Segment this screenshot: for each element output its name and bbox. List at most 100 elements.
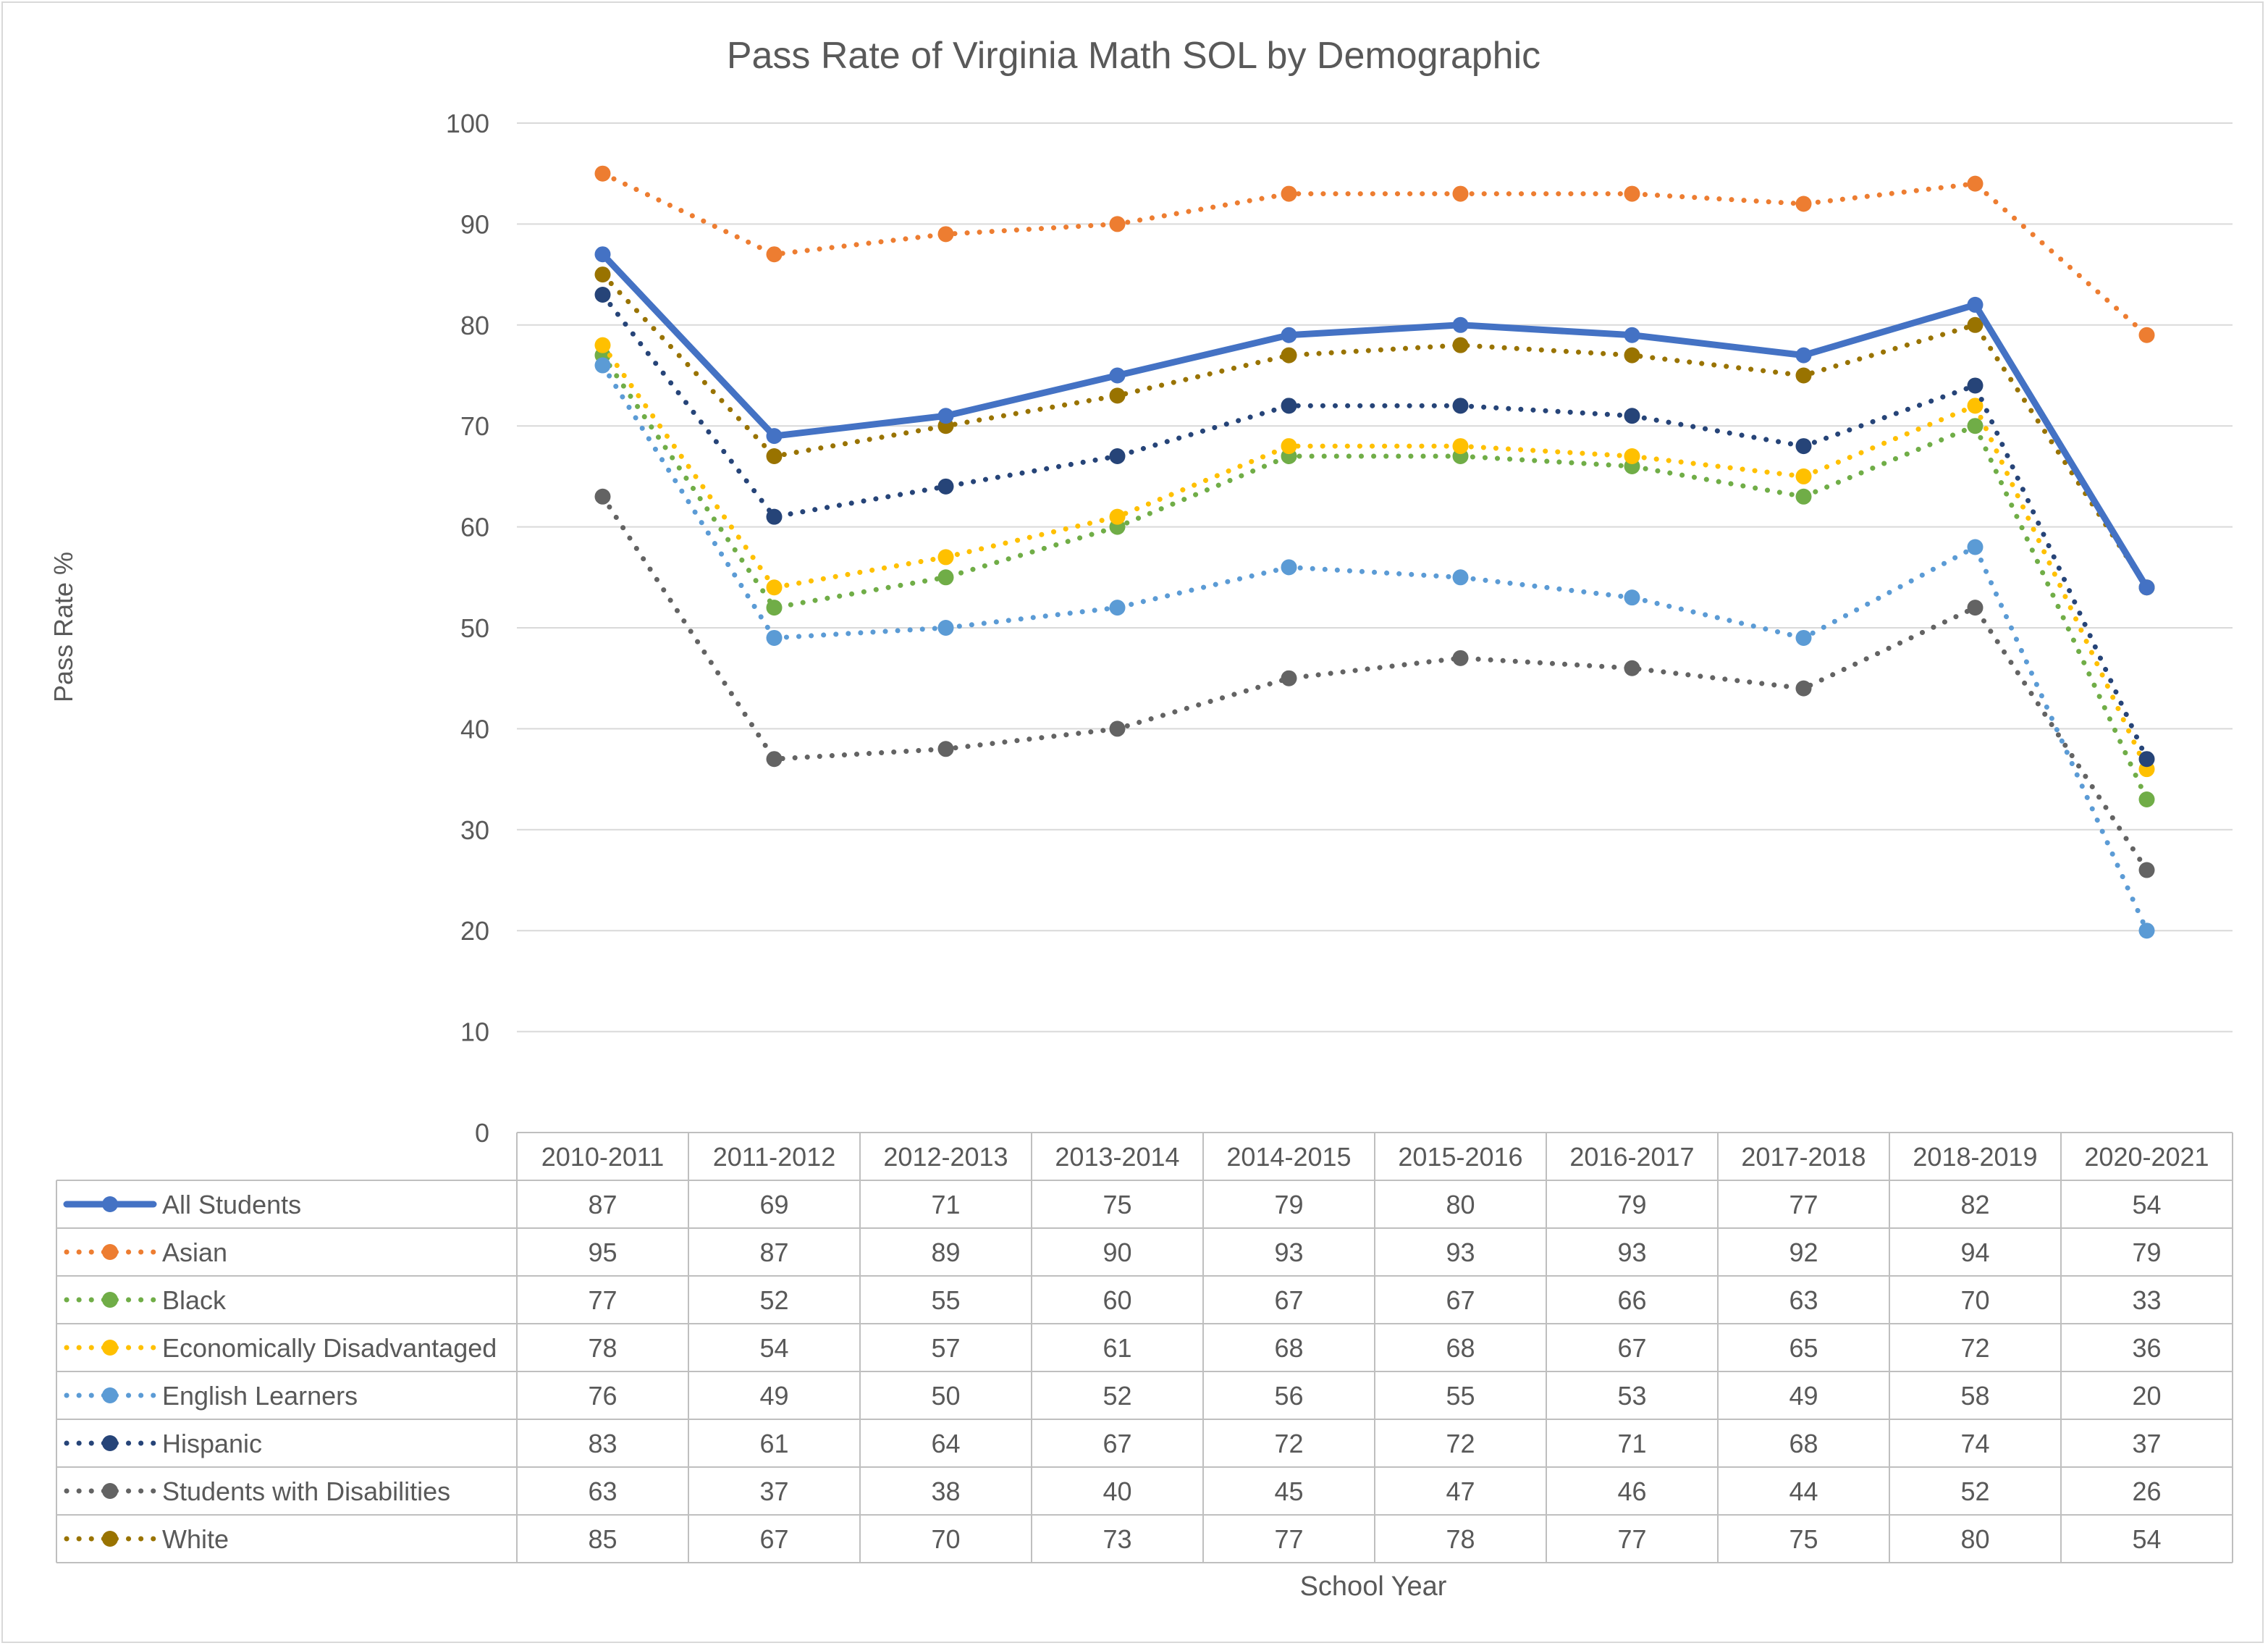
table-cell-value: 64 bbox=[931, 1429, 960, 1458]
table-cell-value: 79 bbox=[1274, 1190, 1303, 1219]
legend-label: Asian bbox=[162, 1238, 227, 1267]
table-cell-value: 79 bbox=[1617, 1190, 1646, 1219]
table-cell-value: 95 bbox=[588, 1238, 617, 1267]
data-point bbox=[1281, 327, 1297, 343]
data-point bbox=[1281, 670, 1297, 686]
data-point bbox=[1967, 600, 1984, 616]
table-cell-value: 83 bbox=[588, 1429, 617, 1458]
x-category-label: 2018-2019 bbox=[1913, 1142, 2037, 1172]
data-point bbox=[1109, 508, 1126, 525]
x-category-label: 2016-2017 bbox=[1569, 1142, 1694, 1172]
data-point bbox=[1109, 367, 1126, 384]
data-point bbox=[766, 448, 783, 465]
data-point bbox=[1967, 377, 1984, 394]
table-cell-value: 68 bbox=[1789, 1429, 1818, 1458]
table-cell-value: 93 bbox=[1274, 1238, 1303, 1267]
series-black bbox=[594, 347, 2155, 807]
table-cell-value: 76 bbox=[588, 1381, 617, 1411]
data-point bbox=[1624, 589, 1640, 606]
table-cell-value: 79 bbox=[2132, 1238, 2161, 1267]
table-cell-value: 54 bbox=[2132, 1190, 2161, 1219]
table-cell-value: 77 bbox=[1617, 1524, 1646, 1554]
data-point bbox=[1281, 185, 1297, 202]
y-tick-label: 40 bbox=[460, 714, 489, 744]
x-category-label: 2012-2013 bbox=[883, 1142, 1008, 1172]
data-point bbox=[1795, 347, 1812, 364]
data-point bbox=[2138, 862, 2155, 878]
legend-key bbox=[64, 1387, 156, 1403]
data-point bbox=[1967, 296, 1984, 313]
x-category-label: 2010-2011 bbox=[541, 1142, 665, 1172]
table-cell-value: 71 bbox=[931, 1190, 960, 1219]
data-point bbox=[766, 428, 783, 445]
table-cell-value: 71 bbox=[1617, 1429, 1646, 1458]
data-point bbox=[1109, 387, 1126, 404]
table-row: English Learners 76 49 50 52 56 55 53 49 58 20 bbox=[64, 1381, 2162, 1411]
legend-label: English Learners bbox=[162, 1381, 358, 1411]
data-point bbox=[1452, 185, 1469, 202]
series-hispanic bbox=[594, 286, 2155, 768]
table-cell-value: 77 bbox=[1274, 1524, 1303, 1554]
table-cell-value: 77 bbox=[1789, 1190, 1818, 1219]
table-cell-value: 63 bbox=[1789, 1285, 1818, 1315]
table-cell-value: 50 bbox=[931, 1381, 960, 1411]
table-cell-value: 49 bbox=[1789, 1381, 1818, 1411]
table-cell-value: 60 bbox=[1103, 1285, 1131, 1315]
data-point bbox=[1967, 418, 1984, 434]
table-cell-value: 66 bbox=[1617, 1285, 1646, 1315]
data-point bbox=[1452, 316, 1469, 333]
data-point bbox=[1624, 408, 1640, 424]
data-point bbox=[1109, 721, 1126, 737]
data-point bbox=[1624, 448, 1640, 465]
table-cell-value: 37 bbox=[2132, 1429, 2161, 1458]
y-tick-label: 0 bbox=[475, 1118, 489, 1148]
table-cell-value: 61 bbox=[1103, 1333, 1131, 1363]
data-point bbox=[937, 569, 954, 586]
y-tick-label: 90 bbox=[460, 209, 489, 239]
y-tick-label: 20 bbox=[460, 916, 489, 946]
data-point bbox=[594, 286, 611, 303]
table-cell-value: 77 bbox=[588, 1285, 617, 1315]
data-point bbox=[766, 629, 783, 646]
table-cell-value: 55 bbox=[1446, 1381, 1475, 1411]
legend-key bbox=[64, 1292, 156, 1308]
series-line bbox=[600, 171, 2149, 338]
table-cell-value: 80 bbox=[1960, 1524, 1989, 1554]
table-cell-value: 85 bbox=[588, 1524, 617, 1554]
x-category-label: 2020-2021 bbox=[2084, 1142, 2209, 1172]
table-cell-value: 61 bbox=[759, 1429, 788, 1458]
table-cell-value: 94 bbox=[1960, 1238, 1989, 1267]
data-point bbox=[1795, 438, 1812, 455]
table-cell-value: 68 bbox=[1446, 1333, 1475, 1363]
table-cell-value: 67 bbox=[1103, 1429, 1131, 1458]
data-point bbox=[1281, 438, 1297, 455]
series-economically-disadvantaged bbox=[594, 337, 2155, 778]
data-point bbox=[594, 337, 611, 353]
table-cell-value: 70 bbox=[931, 1524, 960, 1554]
table-cell-value: 89 bbox=[931, 1238, 960, 1267]
table-cell-value: 49 bbox=[759, 1381, 788, 1411]
table-cell-value: 67 bbox=[759, 1524, 788, 1554]
table-cell-value: 70 bbox=[1960, 1285, 1989, 1315]
series-english-learners bbox=[594, 357, 2155, 939]
data-point bbox=[1967, 398, 1984, 414]
table-cell-value: 33 bbox=[2132, 1285, 2161, 1315]
legend-key bbox=[64, 1244, 156, 1260]
data-point bbox=[594, 266, 611, 283]
data-point bbox=[1624, 327, 1640, 343]
legend-label: Students with Disabilities bbox=[162, 1476, 450, 1506]
series-line bbox=[600, 494, 2149, 873]
data-table: 2010-2011 2011-2012 2012-2013 2013-2014 2014… bbox=[56, 1132, 2233, 1563]
table-cell-value: 75 bbox=[1789, 1524, 1818, 1554]
data-point bbox=[937, 478, 954, 495]
table-row: Students with Disabilities 63 37 38 40 45 47 46… bbox=[64, 1476, 2162, 1506]
x-category-label: 2015-2016 bbox=[1398, 1142, 1522, 1172]
table-row: Economically Disadvantaged 78 54 57 61 68 68 67… bbox=[64, 1333, 2162, 1363]
y-tick-label: 100 bbox=[446, 109, 489, 138]
data-point bbox=[2138, 923, 2155, 939]
table-cell-value: 68 bbox=[1274, 1333, 1303, 1363]
series-students-with-disabilities bbox=[594, 488, 2155, 878]
data-point bbox=[1967, 175, 1984, 192]
